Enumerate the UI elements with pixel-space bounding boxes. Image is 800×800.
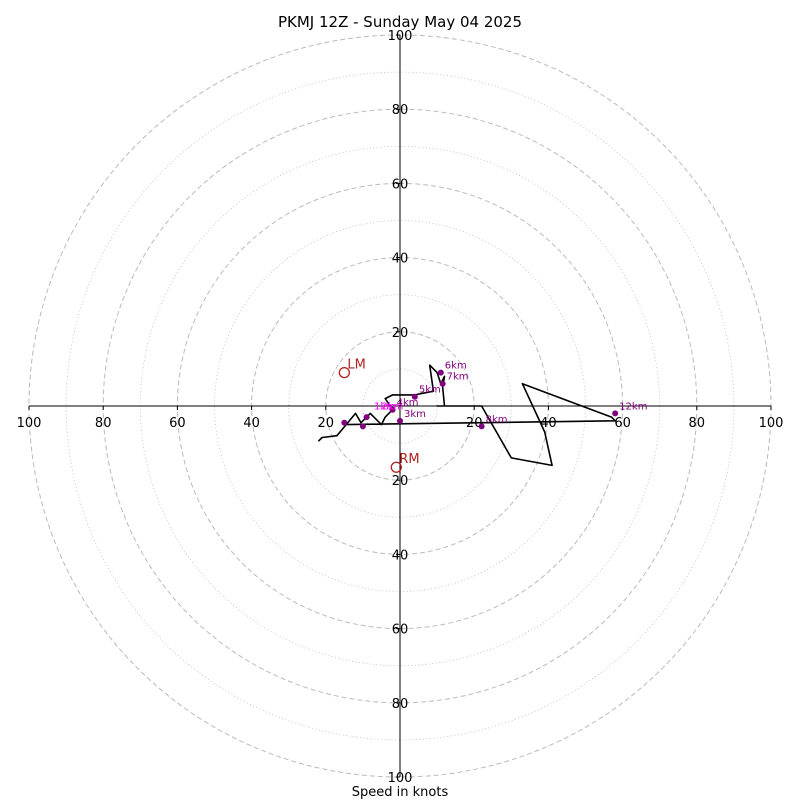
height-marker-label: 5km	[419, 385, 441, 396]
y-tick-label: 20	[392, 326, 409, 341]
height-marker-label: 3km	[404, 409, 426, 420]
storm-motion-label: RM	[399, 452, 419, 467]
y-tick-label: 40	[392, 252, 409, 267]
storm-motion-marker	[390, 461, 402, 473]
x-axis-label: Speed in knots	[352, 785, 449, 800]
height-marker	[439, 380, 446, 387]
x-tick-label: 100	[759, 416, 784, 431]
height-marker	[397, 417, 403, 424]
y-tick-label: 100	[388, 29, 413, 44]
height-marker-label: 12km	[619, 401, 647, 412]
height-marker	[478, 423, 485, 430]
height-marker-label: 6km	[445, 361, 467, 372]
x-tick-label: 20	[318, 416, 335, 431]
x-tick-label: 80	[689, 416, 706, 431]
y-tick-label: 60	[392, 177, 409, 192]
height-marker-label: 7km	[447, 372, 469, 383]
height-marker-label: 2km	[381, 402, 403, 413]
height-marker	[437, 369, 444, 376]
height-marker	[389, 406, 396, 413]
x-tick-label: 40	[540, 416, 557, 431]
x-tick-label: 100	[17, 416, 42, 431]
x-tick-label: 80	[95, 416, 112, 431]
height-marker	[612, 410, 619, 417]
height-marker-label: 8km	[486, 414, 508, 425]
height-marker	[341, 419, 348, 426]
x-tick-label: 60	[169, 416, 186, 431]
y-tick-label: 100	[388, 771, 413, 786]
height-marker-label: 1km	[374, 402, 396, 413]
storm-motion-marker	[338, 366, 351, 379]
height-marker	[359, 423, 366, 430]
height-marker	[363, 414, 370, 421]
y-tick-label: 20	[392, 474, 409, 489]
y-tick-label: 60	[392, 623, 409, 638]
y-tick-label: 80	[392, 103, 409, 118]
x-tick-label: 60	[614, 416, 631, 431]
height-marker-label: 4km	[397, 398, 419, 409]
height-marker	[411, 393, 418, 400]
y-tick-label: 40	[392, 548, 409, 563]
storm-motion-markers: LM RM	[338, 358, 420, 473]
chart-title: PKMJ 12Z - Sunday May 04 2025	[278, 13, 522, 31]
x-tick-label: 40	[243, 416, 260, 431]
y-tick-label: 80	[392, 697, 409, 712]
axes	[29, 35, 771, 777]
storm-motion-label: LM	[347, 358, 365, 373]
